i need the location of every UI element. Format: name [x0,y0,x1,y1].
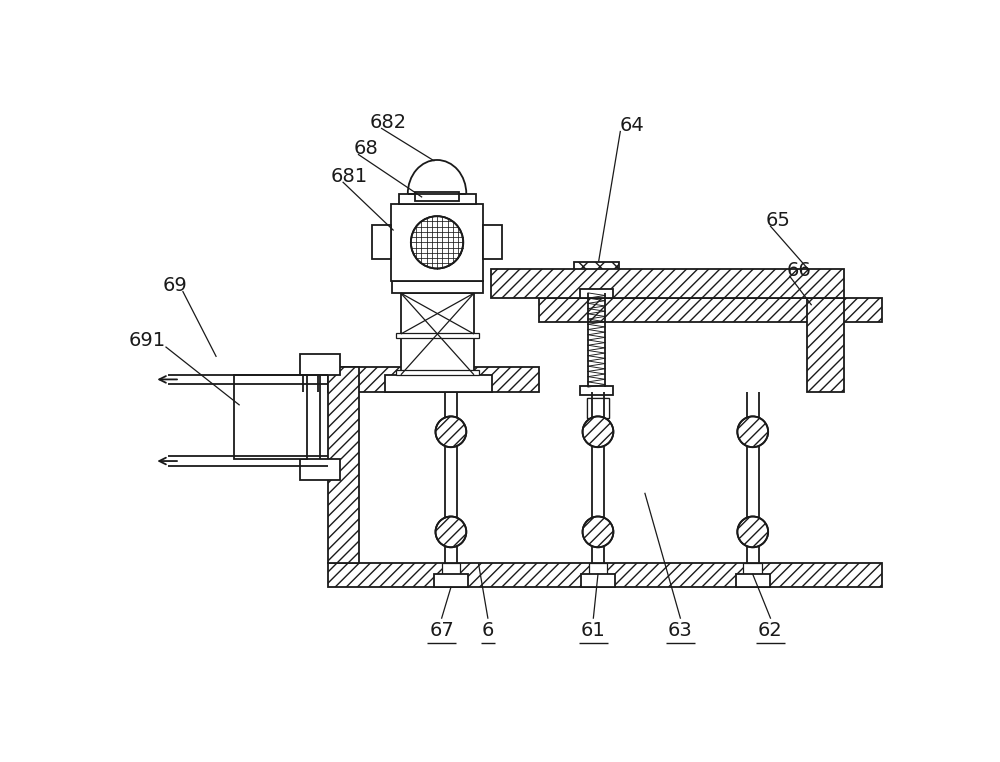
Bar [434,575,468,588]
Bar [385,375,492,392]
Bar [483,226,502,259]
Bar [587,398,609,418]
Circle shape [436,416,466,447]
Bar [401,293,474,375]
Bar [392,281,483,293]
Bar [391,204,483,281]
Circle shape [411,216,463,268]
Bar [300,459,340,479]
Text: 67: 67 [429,621,454,640]
Bar [587,398,609,418]
Bar [580,386,613,395]
Bar [396,333,479,338]
Bar [589,562,607,576]
Bar [574,261,619,289]
Bar [580,289,613,298]
Text: 63: 63 [668,621,693,640]
Circle shape [583,517,613,547]
Text: 64: 64 [619,116,644,135]
Bar [372,226,391,259]
Bar [807,298,844,392]
Bar [736,575,770,588]
Text: 682: 682 [369,113,406,132]
Bar [328,562,882,588]
Bar [234,375,307,459]
Bar [300,354,340,375]
Bar [399,194,476,204]
Bar [539,298,882,322]
Bar [328,367,359,562]
Bar [415,192,459,200]
Text: 691: 691 [128,331,165,351]
Bar [396,370,479,375]
Bar [743,562,762,576]
Text: 61: 61 [581,621,606,640]
Text: 69: 69 [163,276,188,295]
Bar [442,562,460,576]
Circle shape [583,416,613,447]
Text: 62: 62 [758,621,783,640]
Text: 66: 66 [787,261,811,280]
Circle shape [737,416,768,447]
Circle shape [436,517,466,547]
Bar [491,268,844,298]
Text: 6: 6 [482,621,494,640]
Bar [581,575,615,588]
Circle shape [737,517,768,547]
Text: 65: 65 [766,210,791,229]
Bar [328,367,539,392]
Text: 681: 681 [331,167,368,186]
Text: 68: 68 [354,139,379,158]
